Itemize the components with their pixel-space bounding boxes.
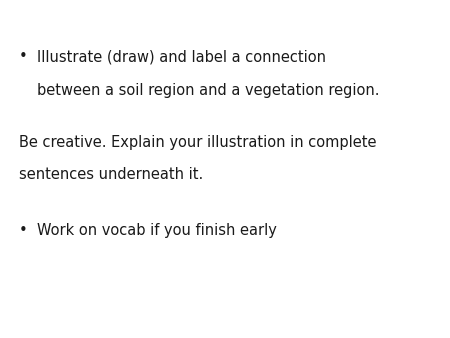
Text: sentences underneath it.: sentences underneath it. bbox=[19, 167, 203, 182]
Text: •: • bbox=[19, 49, 27, 64]
Text: between a soil region and a vegetation region.: between a soil region and a vegetation r… bbox=[37, 83, 379, 98]
Text: Be creative. Explain your illustration in complete: Be creative. Explain your illustration i… bbox=[19, 135, 376, 150]
Text: Illustrate (draw) and label a connection: Illustrate (draw) and label a connection bbox=[37, 49, 326, 64]
Text: •: • bbox=[19, 223, 27, 238]
Text: Work on vocab if you finish early: Work on vocab if you finish early bbox=[37, 223, 277, 238]
